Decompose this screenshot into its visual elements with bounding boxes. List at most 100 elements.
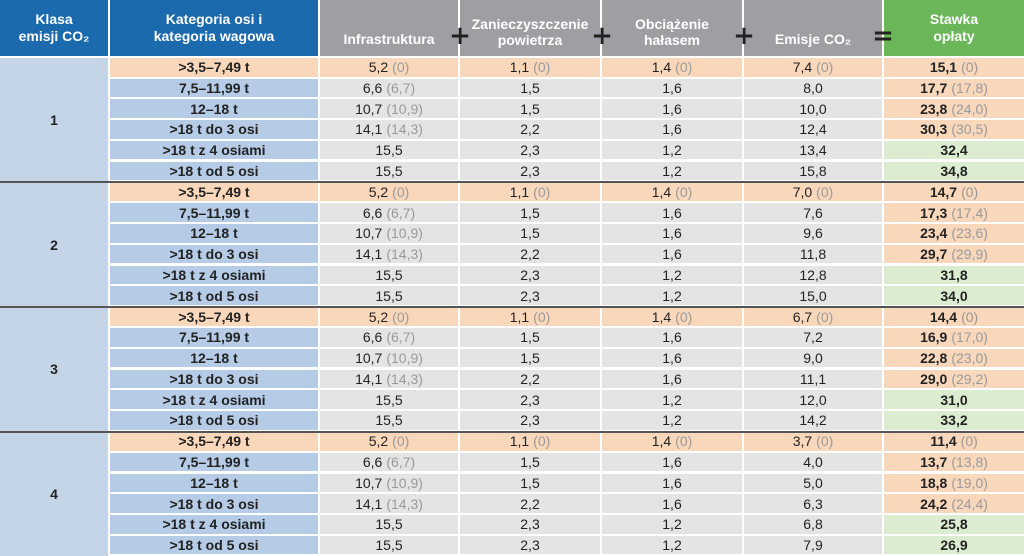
co2-cell: 6,3 (744, 494, 882, 515)
rate-cell: 30,3 (30,5) (884, 120, 1024, 141)
header-co2-label: Emisje CO₂ (774, 31, 852, 47)
cell-value: 29,7 (920, 246, 948, 263)
category-cell: 7,5–11,99 t (110, 328, 318, 349)
group-separator (0, 181, 1024, 184)
cell-value: 6,6 (362, 329, 383, 346)
cell-previous-value: (0) (960, 433, 978, 450)
cell-value: 7,0 (792, 184, 813, 201)
cell-value: 7,2 (803, 329, 823, 346)
cell-previous-value: (0) (675, 59, 693, 76)
emission-class-cell: 1 (0, 58, 108, 183)
cell-value: 12,8 (799, 266, 827, 283)
group-separator (0, 430, 1024, 433)
cell-value: 1,6 (662, 350, 682, 367)
cell-value: 4,0 (803, 454, 823, 471)
category-cell: >3,5–7,49 t (110, 432, 318, 453)
header-air-line2: powietrza (497, 32, 563, 48)
cell-value: >18 t do 3 osi (169, 495, 259, 512)
cell-value: 17,7 (920, 80, 948, 97)
cell-value: 6,6 (362, 80, 383, 97)
cell-value: 7,4 (792, 59, 813, 76)
cell-value: >3,5–7,49 t (178, 59, 250, 76)
category-cell: >18 t do 3 osi (110, 494, 318, 515)
cell-value: 7,6 (803, 204, 823, 221)
category-cell: 12–18 t (110, 224, 318, 245)
infra-cell: 10,7 (10,9) (320, 224, 458, 245)
rate-cell: 24,2 (24,4) (884, 494, 1024, 515)
cell-value: 2,2 (520, 121, 540, 138)
rate-cell: 17,7 (17,8) (884, 78, 1024, 100)
cell-previous-value: (14,3) (386, 370, 423, 387)
noise-cell: 1,2 (602, 161, 742, 183)
cell-value: 1,2 (662, 516, 682, 533)
cell-value: 12–18 t (190, 100, 238, 117)
cell-value: 32,4 (940, 142, 968, 159)
cell-value: 15,5 (375, 412, 403, 429)
cell-value: 5,2 (368, 433, 389, 450)
cell-value: 25,8 (940, 516, 968, 533)
cell-value: 1,6 (662, 225, 682, 242)
header-rate-line2: opłaty (933, 28, 975, 44)
infra-cell: 14,1 (14,3) (320, 494, 458, 515)
rate-cell: 29,7 (29,9) (884, 244, 1024, 266)
cell-value: 15,5 (375, 287, 403, 304)
cell-value: 1,6 (662, 495, 682, 512)
cell-previous-value: (0) (816, 59, 834, 76)
noise-cell: 1,6 (602, 348, 742, 370)
air-cell: 2,3 (460, 286, 600, 307)
infra-cell: 5,2 (0) (320, 307, 458, 329)
plus-icon: + (449, 21, 471, 51)
noise-cell: 1,4 (0) (602, 58, 742, 79)
cell-value: 23,4 (920, 225, 948, 242)
infra-cell: 15,5 (320, 535, 458, 556)
cell-previous-value: (14,3) (386, 246, 423, 263)
rate-cell: 32,4 (884, 140, 1024, 162)
infra-cell: 14,1 (14,3) (320, 369, 458, 391)
cell-value: 22,8 (920, 350, 948, 367)
infra-cell: 14,1 (14,3) (320, 120, 458, 141)
co2-cell: 15,8 (744, 161, 882, 183)
cell-value: 1,2 (662, 266, 682, 283)
header-rate-line1: Stawka (929, 11, 979, 27)
cell-previous-value: (10,9) (386, 100, 423, 117)
cell-value: 2,3 (520, 412, 540, 429)
header-noise: Obciążenie hałasem (602, 0, 742, 56)
cell-value: 7,5–11,99 t (178, 329, 250, 346)
air-cell: 1,5 (460, 203, 600, 225)
noise-cell: 1,6 (602, 452, 742, 474)
cell-value: 1,6 (662, 454, 682, 471)
co2-cell: 9,6 (744, 224, 882, 245)
co2-cell: 4,0 (744, 452, 882, 474)
cell-value: 15,5 (375, 162, 403, 179)
cell-value: 16,9 (920, 329, 948, 346)
cell-previous-value: (0) (675, 433, 693, 450)
cell-value: 10,0 (799, 100, 827, 117)
noise-cell: 1,4 (0) (602, 307, 742, 329)
noise-cell: 1,2 (602, 140, 742, 162)
category-cell: 12–18 t (110, 99, 318, 121)
co2-cell: 8,0 (744, 78, 882, 100)
category-cell: 7,5–11,99 t (110, 78, 318, 100)
noise-cell: 1,6 (602, 369, 742, 391)
cell-value: 1,4 (651, 308, 672, 325)
cell-value: 2,2 (520, 495, 540, 512)
rate-cell: 34,0 (884, 286, 1024, 307)
cell-value: 1,2 (662, 287, 682, 304)
category-cell: >18 t do 3 osi (110, 369, 318, 391)
co2-cell: 5,0 (744, 473, 882, 495)
rate-cell: 23,8 (24,0) (884, 99, 1024, 121)
cell-value: >18 t od 5 osi (169, 162, 259, 179)
rate-cell: 18,8 (19,0) (884, 473, 1024, 495)
cell-value: 31,8 (940, 266, 968, 283)
cell-value: 1,6 (662, 474, 682, 491)
cell-previous-value: (6,7) (386, 80, 416, 97)
cell-previous-value: (0) (961, 308, 979, 325)
cell-previous-value: (6,7) (386, 329, 416, 346)
cell-value: 9,0 (803, 350, 823, 367)
plus-icon: + (591, 21, 613, 51)
cell-value: 6,7 (792, 308, 813, 325)
cell-previous-value: (0) (533, 433, 551, 450)
cell-value: 29,0 (920, 370, 948, 387)
air-cell: 1,5 (460, 99, 600, 121)
cell-value: 34,8 (940, 162, 968, 179)
